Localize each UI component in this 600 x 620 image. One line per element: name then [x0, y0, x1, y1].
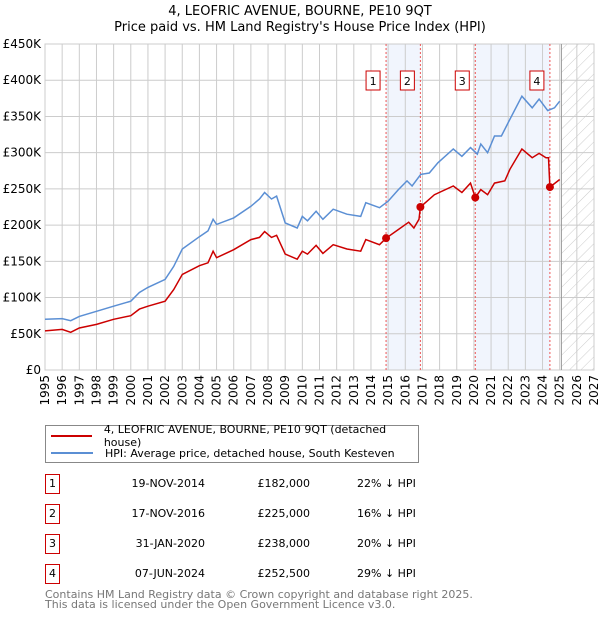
sale-date: 19-NOV-2014	[131, 477, 205, 490]
x-tick-label: 2017	[415, 375, 429, 406]
x-tick-label: 2006	[227, 375, 241, 406]
sale-date: 31-JAN-2020	[135, 537, 205, 550]
sale-point	[416, 203, 425, 211]
x-tick-label: 2002	[158, 375, 172, 406]
x-tick-label: 2010	[295, 375, 309, 406]
sale-price: £182,000	[257, 477, 311, 490]
legend-item-hpi: HPI: Average price, detached house, Sout…	[46, 445, 395, 461]
y-tick-label: £350K	[3, 109, 43, 123]
sale-price: £225,000	[257, 507, 311, 520]
sale-period-shade	[386, 44, 421, 370]
sale-price: £238,000	[257, 537, 311, 550]
x-tick-label: 2015	[381, 375, 395, 406]
sale-number-badge: 2	[45, 504, 60, 524]
chart-title: 4, LEOFRIC AVENUE, BOURNE, PE10 9QT	[168, 4, 432, 19]
legend: 4, LEOFRIC AVENUE, BOURNE, PE10 9QT (det…	[45, 423, 419, 463]
sale-number-badge: 4	[45, 564, 60, 584]
footer-copyright: Contains HM Land Registry data © Crown c…	[45, 588, 473, 601]
sale-point	[471, 193, 480, 202]
x-tick-label: 1996	[55, 375, 69, 406]
x-tick-label: 2008	[261, 375, 275, 406]
x-tick-label: 2019	[450, 375, 464, 406]
sale-label-box	[454, 70, 470, 91]
x-tick-label: 2021	[484, 375, 498, 406]
sale-row: 3 31-JAN-2020 £238,000 20% ↓ HPI	[45, 534, 445, 554]
x-tick-label: 2023	[518, 375, 532, 406]
sale-point	[382, 234, 391, 243]
y-tick-label: £300K	[3, 146, 43, 160]
hpi-difference: 29% ↓ HPI	[357, 567, 416, 580]
x-tick-label: 2026	[570, 375, 584, 406]
x-tick-label: 2014	[364, 375, 378, 406]
sale-label-number: 2	[404, 75, 411, 88]
sale-label-number: 4	[533, 75, 540, 88]
x-tick-label: 1995	[38, 375, 52, 406]
sale-date: 17-NOV-2016	[131, 507, 205, 520]
x-tick-label: 2003	[175, 375, 189, 406]
x-tick-label: 2007	[244, 375, 258, 406]
legend-item-property: 4, LEOFRIC AVENUE, BOURNE, PE10 9QT (det…	[46, 423, 418, 449]
hpi-line	[44, 94, 561, 322]
sale-row: 1 19-NOV-2014 £182,000 22% ↓ HPI	[45, 474, 445, 494]
sale-price: £252,500	[257, 567, 311, 580]
forecast-hatch	[561, 44, 594, 370]
legend-label: 4, LEOFRIC AVENUE, BOURNE, PE10 9QT (det…	[103, 423, 387, 449]
x-tick-label: 2013	[347, 375, 361, 406]
chart-subtitle: Price paid vs. HM Land Registry's House …	[114, 20, 486, 35]
sale-number-badge: 3	[45, 534, 60, 554]
x-tick-label: 2012	[330, 375, 344, 406]
sale-row: 2 17-NOV-2016 £225,000 16% ↓ HPI	[45, 504, 445, 524]
sale-number-badge: 1	[45, 474, 60, 494]
price-paid-line	[44, 147, 561, 334]
sale-label-box	[529, 70, 545, 91]
y-tick-label: £50K	[10, 327, 42, 341]
y-tick-label: £150K	[3, 254, 43, 268]
x-tick-label: 1999	[107, 375, 121, 406]
sale-label-number: 1	[370, 75, 377, 88]
y-tick-label: £200K	[3, 218, 43, 232]
legend-swatch-blue	[51, 452, 93, 454]
y-tick-label: £450K	[3, 37, 43, 51]
sale-label-box	[399, 70, 415, 91]
footer-licence: This data is licensed under the Open Gov…	[45, 598, 396, 611]
x-tick-label: 1997	[72, 375, 86, 406]
y-tick-label: £250K	[3, 182, 43, 196]
sale-date: 07-JUN-2024	[134, 567, 205, 580]
y-tick-label: £0	[26, 363, 41, 377]
x-tick-label: 2027	[587, 375, 600, 406]
x-tick-label: 2016	[398, 375, 412, 406]
hpi-difference: 20% ↓ HPI	[357, 537, 416, 550]
x-tick-label: 2020	[467, 375, 481, 406]
sale-point	[545, 183, 554, 192]
hpi-difference: 22% ↓ HPI	[357, 477, 416, 490]
hpi-difference: 16% ↓ HPI	[357, 507, 416, 520]
y-tick-label: £100K	[3, 291, 43, 305]
x-tick-label: 2025	[553, 375, 567, 406]
sale-label-number: 3	[459, 75, 466, 88]
x-tick-label: 2011	[313, 375, 327, 406]
legend-label: HPI: Average price, detached house, Sout…	[105, 446, 395, 460]
x-tick-label: 2022	[501, 375, 515, 406]
x-tick-label: 2004	[192, 375, 206, 406]
y-tick-label: £400K	[3, 73, 43, 87]
sale-label-box	[365, 70, 381, 91]
x-tick-label: 1998	[89, 375, 103, 406]
x-tick-label: 2001	[141, 375, 155, 406]
plot-border	[44, 43, 595, 371]
legend-swatch-red	[51, 435, 92, 437]
x-tick-label: 2005	[210, 375, 224, 406]
x-tick-label: 2009	[278, 375, 292, 406]
x-tick-label: 2024	[536, 375, 550, 406]
x-tick-label: 2018	[433, 375, 447, 406]
sale-row: 4 07-JUN-2024 £252,500 29% ↓ HPI	[45, 564, 445, 584]
sale-period-shade	[475, 44, 550, 370]
x-tick-label: 2000	[124, 375, 138, 406]
price-chart: £0 £50K £100K £150K £200K £250K £300K £350K £400…	[3, 37, 600, 406]
